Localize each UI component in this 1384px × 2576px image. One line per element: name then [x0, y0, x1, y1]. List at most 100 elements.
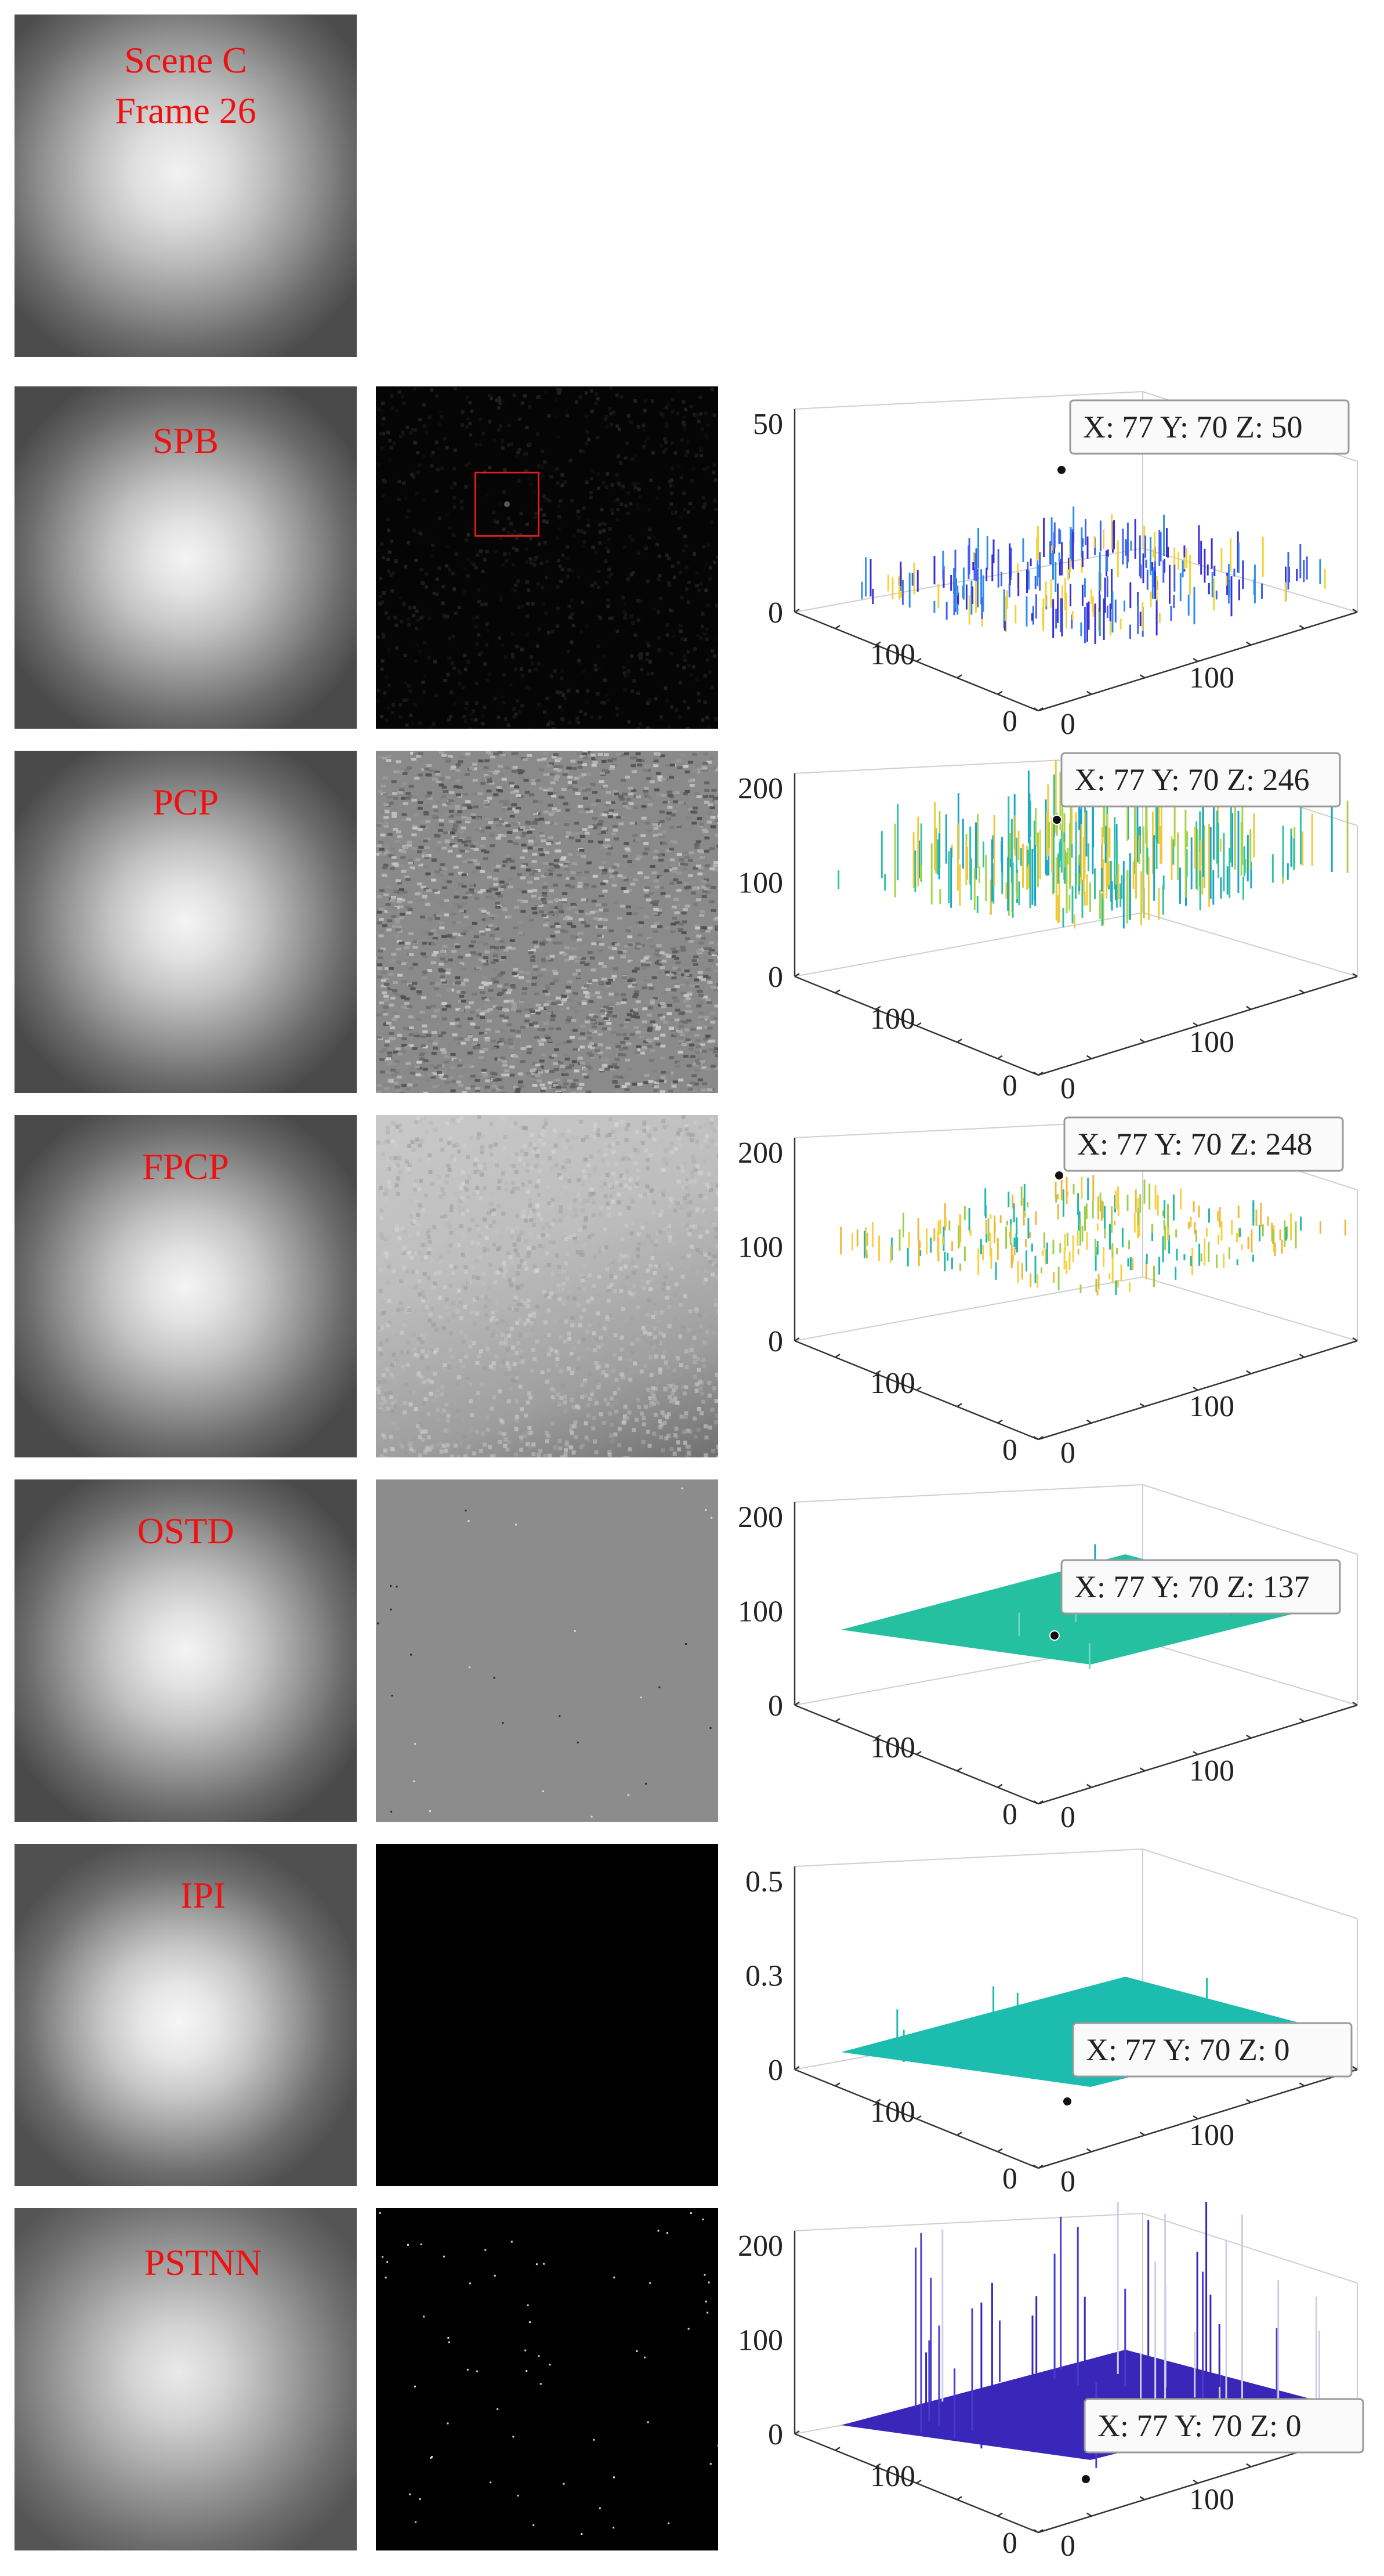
ipi-background-image: IPI [15, 1844, 357, 2186]
z-tick-label: 100 [738, 1595, 783, 1629]
z-tick-label: 100 [738, 2324, 783, 2357]
xy-tick-label: 100 [870, 1367, 915, 1400]
surface [841, 2202, 1323, 2468]
pcp-method-label: PCP [153, 782, 219, 823]
z-tick-label: 100 [738, 867, 783, 900]
pcp-background-image: PCP [15, 751, 357, 1093]
datatip-box [1069, 399, 1350, 455]
y-tick [957, 1767, 962, 1772]
y-tick [997, 1419, 1003, 1424]
back-edge [794, 391, 1143, 410]
x-tick [1139, 674, 1145, 679]
xy-tick-label: 100 [1189, 1390, 1234, 1423]
y-tick [835, 2082, 840, 2087]
back-edge [794, 548, 1143, 613]
datatip: X: 77 Y: 70 Z: 0 [1072, 2022, 1353, 2078]
datatip-text: X: 77 Y: 70 Z: 248 [1077, 1127, 1313, 1162]
target-dot [504, 501, 510, 507]
xy-tick-label: 100 [870, 638, 915, 671]
y-tick [916, 1022, 922, 1027]
x-tick [1299, 1354, 1305, 1358]
x-tick [1139, 1767, 1145, 1772]
xy-tick-label: 0 [1002, 2162, 1017, 2195]
y-tick [794, 972, 800, 978]
z-tick-label: 0 [768, 1689, 783, 1723]
datatip: X: 77 Y: 70 Z: 0 [1084, 2398, 1364, 2454]
x-tick [1246, 2463, 1252, 2468]
x-tick [1033, 1800, 1039, 1805]
x-tick [1193, 2115, 1198, 2120]
x-tick [1299, 625, 1305, 629]
y-tick [875, 2463, 881, 2468]
x-tick [1033, 1071, 1039, 1076]
pstnn-sparse-points [379, 2212, 718, 2535]
back-edge [794, 2213, 1143, 2231]
x-tick [1352, 972, 1358, 978]
z-tick-label: 0 [768, 1325, 783, 1358]
x-tick [1139, 1039, 1145, 1043]
xy-tick-label: 100 [1189, 2483, 1234, 2516]
x-tick [1139, 1403, 1145, 1408]
back-edge [1142, 1848, 1358, 1919]
xy-tick-label: 0 [1060, 708, 1075, 740]
y-tick [957, 1039, 962, 1043]
ostd-background-image: OSTD [15, 1479, 357, 1822]
y-tick [997, 690, 1003, 695]
z-tick-label: 0.5 [745, 1865, 783, 1898]
ostd-target-image [376, 1479, 718, 1822]
x-tick [1086, 1055, 1092, 1059]
z-tick-label: 0 [768, 2418, 783, 2451]
datatip-marker [1052, 815, 1062, 825]
y-tick [875, 2099, 881, 2103]
spb-surface-plot: 50 0 100 0 0 100 X: 77 Y: 70 Z: 50 [753, 391, 1358, 740]
pstnn-target-image [376, 2208, 718, 2550]
datatip-box [1072, 2022, 1353, 2078]
datatip-marker [1054, 1170, 1064, 1181]
datatip-text: X: 77 Y: 70 Z: 0 [1086, 2032, 1290, 2067]
y-tick [875, 1370, 881, 1374]
xy-tick-label: 100 [870, 1731, 915, 1764]
back-edge [794, 1848, 1143, 1867]
x-tick [1193, 1750, 1198, 1756]
y-tick [835, 2447, 840, 2451]
x-tick [1033, 2528, 1039, 2534]
datatip-text: X: 77 Y: 70 Z: 246 [1074, 762, 1310, 797]
z-tick-label: 0 [768, 2054, 783, 2087]
ipi-surface-plot: 0.5 0.3 0 100 0 0 100 X: 77 Y: 70 Z: 0 [745, 1848, 1358, 2197]
z-tick-label: 100 [738, 1231, 783, 1264]
datatip: X: 77 Y: 70 Z: 137 [1060, 1559, 1341, 1615]
fpcp-texture [376, 1115, 718, 1457]
pstnn-background-image: PSTNN [15, 2208, 357, 2550]
xy-tick-label: 0 [1002, 1434, 1017, 1467]
y-tick [835, 989, 840, 994]
scene-original-image: Scene C Frame 26 [15, 15, 357, 357]
ostd-surface-plot: 200 100 0 100 0 0 100 X: 77 Y: 70 Z: 137 [738, 1484, 1358, 1833]
x-tick [1352, 2065, 1358, 2071]
x-tick [1299, 1718, 1305, 1723]
y-tick [957, 2132, 962, 2136]
y-tick [794, 608, 800, 613]
xy-tick-label: 100 [1189, 2119, 1234, 2152]
xy-tick-label: 100 [1189, 661, 1234, 694]
y-tick [875, 641, 881, 646]
z-tick-label: 0 [768, 596, 783, 629]
x-tick [1033, 1435, 1039, 1441]
pstnn-method-label: PSTNN [144, 2242, 262, 2283]
ipi-target-image [376, 1844, 718, 2186]
xy-tick-label: 100 [870, 2096, 915, 2129]
x-tick [1086, 1783, 1092, 1788]
y-tick [1038, 1435, 1044, 1441]
y-tick [957, 2496, 962, 2501]
x-tick [1193, 657, 1198, 663]
y-tick [835, 1354, 840, 1358]
y-tick [1038, 1071, 1044, 1076]
y-tick [997, 1783, 1003, 1788]
datatip: X: 77 Y: 70 Z: 50 [1069, 399, 1350, 455]
y-tick [794, 1337, 800, 1342]
y-tick [794, 2065, 800, 2071]
back-edge [1142, 1641, 1358, 1706]
x-tick [1033, 707, 1039, 712]
datatip-box [1084, 2398, 1364, 2454]
z-tick-label: 50 [753, 408, 783, 441]
target-highlight-box [474, 472, 539, 537]
